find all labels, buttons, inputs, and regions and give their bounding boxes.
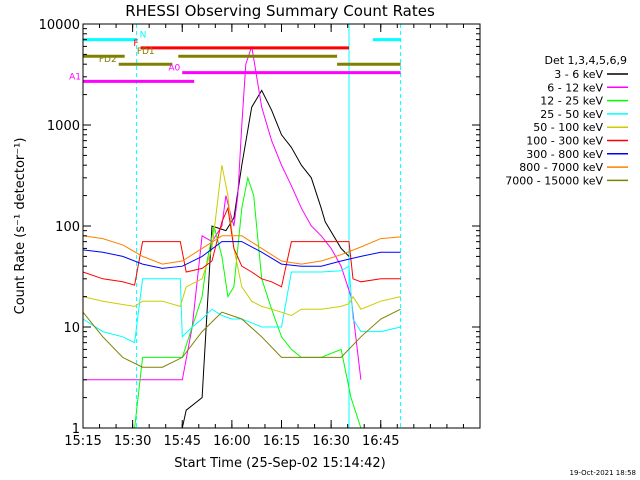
series-50-100-kev [82, 165, 401, 317]
legend-label-6-12-kev: 6 - 12 keV [547, 81, 603, 94]
state-label-fd2: FD2 [99, 55, 117, 65]
legend-title: Det 1,3,4,5,6,9 [544, 54, 627, 67]
legend-label-800-7000-kev: 800 - 7000 keV [519, 161, 603, 174]
y-tick-label: 1 [72, 422, 80, 437]
series-7000-15000-kev [82, 308, 401, 368]
axis-ticks: 15:15 15:30 15:45 16:00 16:15 16:30 16:45 1 10 10… [39, 18, 481, 449]
y-axis-label: Count Rate (s⁻¹ detector⁻¹) [13, 138, 28, 315]
chart-title: RHESSI Observing Summary Count Rates [125, 2, 435, 20]
state-label-a0: A0 [168, 64, 180, 74]
x-tick-label: 15:30 [114, 434, 151, 449]
footer-date: 19-Oct-2021 18:58 [570, 469, 636, 477]
legend-label-100-300-kev: 100 - 300 keV [526, 135, 603, 148]
legend-label-7000-15000-kev: 7000 - 15000 keV [505, 174, 603, 187]
x-axis-label: Start Time (25-Sep-02 15:14:42) [174, 456, 385, 471]
y-tick-label: 10 [63, 321, 80, 336]
series-3-6-kev [83, 89, 350, 429]
state-label-fd1: FD1 [137, 47, 155, 57]
x-tick-label: 16:15 [263, 434, 300, 449]
state-label-a1: A1 [69, 72, 81, 82]
x-tick-label: 15:15 [64, 434, 101, 449]
y-tick-label: 100 [55, 220, 80, 235]
state-label-f: F [133, 39, 138, 49]
legend-label-12-25-kev: 12 - 25 keV [540, 95, 603, 108]
legend-label-3-6-kev: 3 - 6 keV [554, 68, 603, 81]
x-tick-label: 16:00 [213, 434, 250, 449]
data-layer [82, 24, 402, 429]
series-300-800-kev [82, 241, 401, 269]
series-800-7000-kev [82, 235, 401, 265]
x-tick-label: 15:45 [164, 434, 201, 449]
legend-label-25-50-kev: 25 - 50 keV [540, 108, 603, 121]
x-tick-label: 16:45 [362, 434, 399, 449]
legend-label-50-100-kev: 50 - 100 keV [533, 121, 603, 134]
state-label-n: N [140, 31, 147, 41]
series-100-300-kev [82, 206, 401, 288]
series-12-25-kev [83, 175, 401, 429]
x-tick-label: 16:30 [312, 434, 349, 449]
y-tick-label: 10000 [39, 18, 80, 33]
series-6-12-kev [83, 46, 362, 381]
legend-label-300-800-kev: 300 - 800 keV [526, 148, 603, 161]
y-tick-label: 1000 [47, 119, 80, 134]
